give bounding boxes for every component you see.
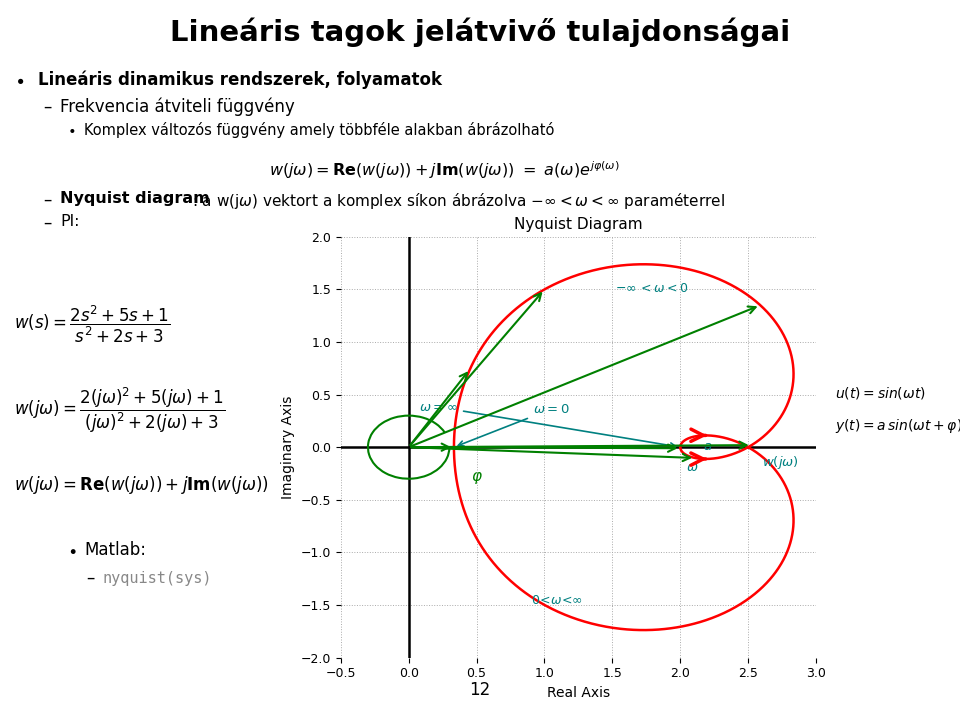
- Text: –: –: [86, 569, 95, 587]
- Text: $\omega$: $\omega$: [685, 461, 698, 474]
- Text: $\bullet$: $\bullet$: [67, 122, 76, 136]
- Text: 12: 12: [469, 681, 491, 699]
- Text: $y(t) = a\,sin(\omega t + \varphi)$: $y(t) = a\,sin(\omega t + \varphi)$: [835, 417, 960, 435]
- Text: $-\infty\,<\omega<0$: $-\infty\,<\omega<0$: [615, 281, 688, 295]
- Text: $w(j\omega) = \mathbf{Re}(w(j\omega)) + j\mathbf{Im}(w(j\omega))\ =\ a(\omega)e^: $w(j\omega) = \mathbf{Re}(w(j\omega)) + …: [269, 159, 619, 181]
- Text: –: –: [43, 98, 52, 115]
- Text: $0\!<\!\omega\!<\!\infty$: $0\!<\!\omega\!<\!\infty$: [531, 595, 583, 607]
- Text: Matlab:: Matlab:: [84, 541, 147, 559]
- Text: nyquist(sys): nyquist(sys): [103, 571, 212, 586]
- Text: Lineáris dinamikus rendszerek, folyamatok: Lineáris dinamikus rendszerek, folyamato…: [38, 71, 443, 89]
- Y-axis label: Imaginary Axis: Imaginary Axis: [281, 395, 295, 499]
- Title: Nyquist Diagram: Nyquist Diagram: [515, 216, 642, 231]
- Text: $\omega = 0$: $\omega = 0$: [458, 402, 569, 446]
- Text: Pl:: Pl:: [60, 214, 80, 228]
- Text: $\bullet$: $\bullet$: [14, 71, 25, 88]
- Text: Komplex változós függvény amely többféle alakban ábrázolható: Komplex változós függvény amely többféle…: [84, 122, 554, 139]
- Text: Nyquist diagram: Nyquist diagram: [60, 191, 210, 206]
- Text: $u(t) = sin(\omega t)$: $u(t) = sin(\omega t)$: [835, 385, 925, 402]
- Text: $\varphi$: $\varphi$: [470, 470, 483, 486]
- Text: $a$: $a$: [703, 440, 712, 452]
- Text: $w(j\omega)$: $w(j\omega)$: [762, 453, 800, 471]
- Text: $w(s) = \dfrac{2s^2 + 5s + 1}{s^2 + 2s + 3}$: $w(s) = \dfrac{2s^2 + 5s + 1}{s^2 + 2s +…: [14, 304, 171, 346]
- Text: $w(j\omega) = \dfrac{2(j\omega)^2 + 5(j\omega) + 1}{(j\omega)^2 + 2(j\omega) + 3: $w(j\omega) = \dfrac{2(j\omega)^2 + 5(j\…: [14, 385, 226, 435]
- Text: –: –: [43, 191, 52, 209]
- Text: –: –: [43, 214, 52, 231]
- Text: $\omega = \infty$: $\omega = \infty$: [420, 401, 676, 448]
- Text: Lineáris tagok jelátvivő tulajdonságai: Lineáris tagok jelátvivő tulajdonságai: [170, 18, 790, 47]
- Text: : a w(j$\omega$) vektort a komplex síkon ábrázolva $-\infty < \omega < \infty$ p: : a w(j$\omega$) vektort a komplex síkon…: [192, 191, 725, 211]
- Text: Frekvencia átviteli függvény: Frekvencia átviteli függvény: [60, 98, 296, 116]
- Text: $\bullet$: $\bullet$: [67, 541, 77, 559]
- X-axis label: Real Axis: Real Axis: [547, 686, 610, 700]
- Text: $w(j\omega) = \mathbf{Re}(w(j\omega)) + j\mathbf{Im}(w(j\omega))$: $w(j\omega) = \mathbf{Re}(w(j\omega)) + …: [14, 474, 270, 496]
